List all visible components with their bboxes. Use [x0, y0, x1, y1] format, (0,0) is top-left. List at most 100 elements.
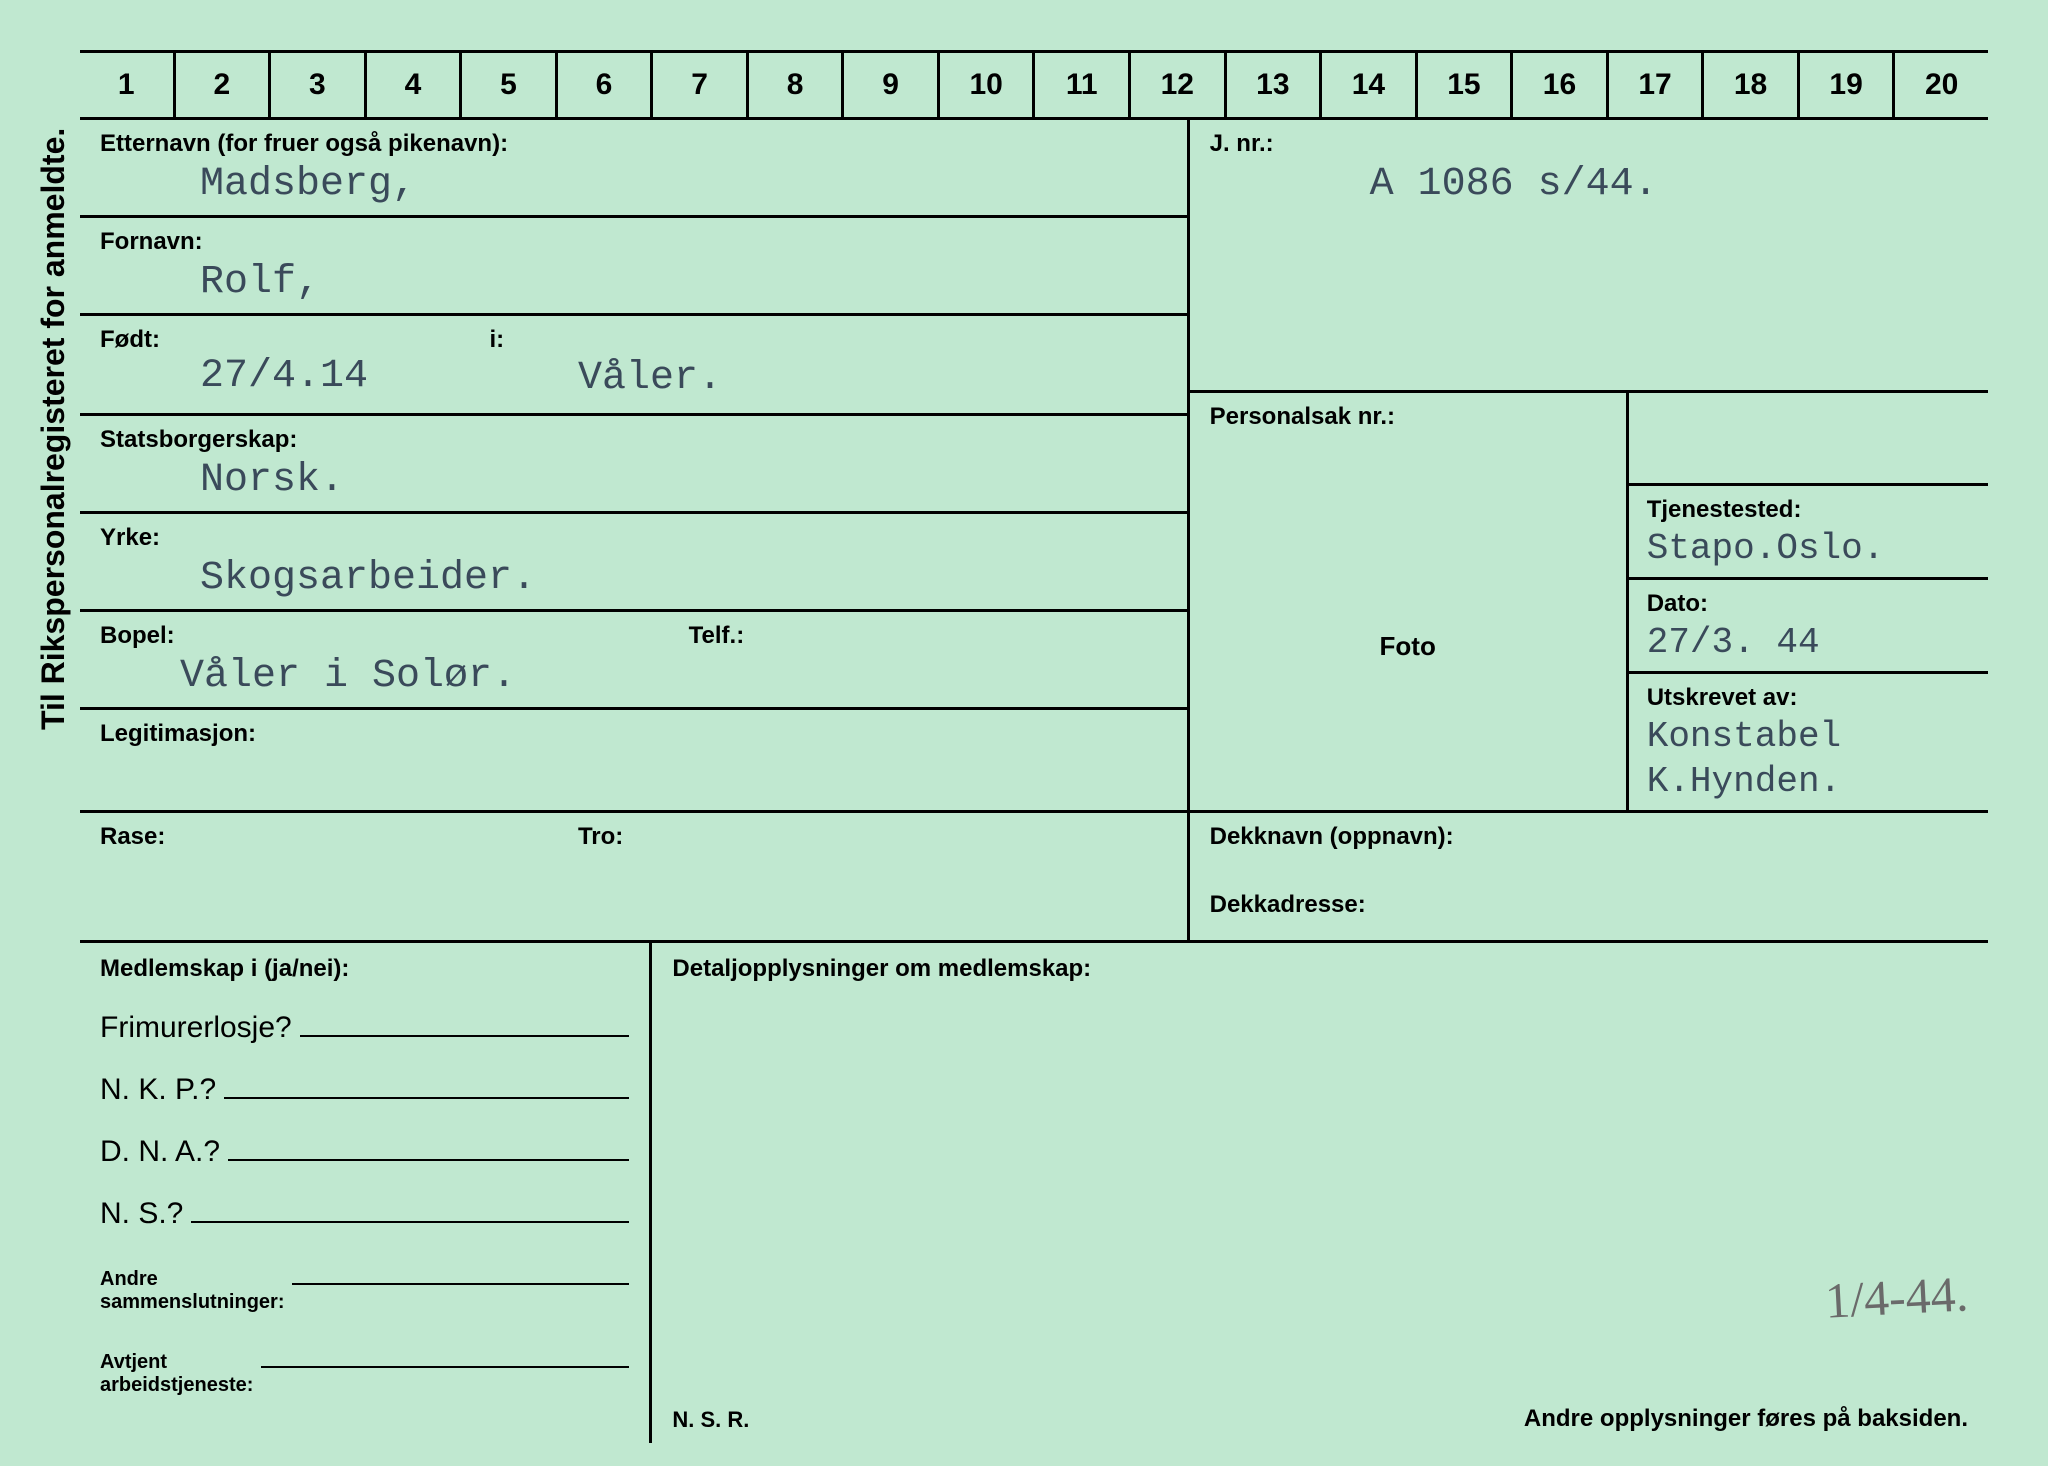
membership-details: Detaljopplysninger om medlemskap: N. S. …: [652, 943, 1988, 1443]
ruler-cell: 9: [844, 53, 940, 117]
firstname-field: Fornavn: Rolf,: [80, 218, 1187, 316]
ruler-cell: 14: [1322, 53, 1418, 117]
ruler-cell: 18: [1704, 53, 1800, 117]
photo-label: Foto: [1380, 631, 1436, 662]
id-label: Legitimasjon:: [100, 720, 1167, 748]
handwritten-date: 1/4-44.: [1824, 1264, 1970, 1329]
religion-label: Tro:: [578, 823, 623, 851]
issued-by-value2: K.Hynden.: [1647, 761, 1970, 802]
ruler-cell: 10: [940, 53, 1036, 117]
surname-value: Madsberg,: [100, 162, 1167, 207]
nkp-label: N. K. P.?: [100, 1073, 216, 1107]
ruler-cell: 8: [749, 53, 845, 117]
ns-line: N. S.?: [100, 1197, 629, 1231]
dna-label: D. N. A.?: [100, 1135, 220, 1169]
ruler-cell: 2: [176, 53, 272, 117]
journal-value: A 1086 s/44.: [1210, 162, 1968, 207]
ruler-cell: 20: [1895, 53, 1988, 117]
left-column: Etternavn (for fruer også pikenavn): Mad…: [80, 120, 1187, 810]
main-grid: Etternavn (for fruer også pikenavn): Mad…: [80, 120, 1988, 813]
station-field: Tjenestested: Stapo.Oslo.: [1629, 483, 1988, 580]
ns-label: N. S.?: [100, 1197, 183, 1231]
other-assoc-line: Andre sammenslutninger:: [100, 1259, 629, 1314]
date-field: Dato: 27/3. 44: [1629, 580, 1988, 674]
right-column: J. nr.: A 1086 s/44. Personalsak nr.: Fo…: [1187, 120, 1988, 810]
membership-questions: Medlemskap i (ja/nei): Frimurerlosje? N.…: [80, 943, 652, 1443]
surname-field: Etternavn (for fruer også pikenavn): Mad…: [80, 120, 1187, 218]
ruler-cell: 11: [1035, 53, 1131, 117]
other-assoc-label: Andre sammenslutninger:: [100, 1268, 284, 1314]
ruler-scale: 1 2 3 4 5 6 7 8 9 10 11 12 13 14 15 16 1…: [80, 50, 1988, 120]
ruler-cell: 17: [1609, 53, 1705, 117]
personnel-case-field: Personalsak nr.:: [1190, 393, 1626, 483]
photo-column: Personalsak nr.: Foto: [1190, 393, 1629, 810]
born-label: Født:: [100, 326, 1167, 354]
surname-label: Etternavn (for fruer også pikenavn):: [100, 130, 1167, 158]
station-label: Tjenestested:: [1647, 496, 1970, 524]
personnel-case-label: Personalsak nr.:: [1210, 403, 1606, 431]
underline: [292, 1259, 629, 1285]
citizenship-label: Statsborgerskap:: [100, 426, 1167, 454]
issued-by-value1: Konstabel: [1647, 716, 1970, 757]
underline: [191, 1197, 629, 1223]
ruler-cell: 6: [558, 53, 654, 117]
occupation-field: Yrke: Skogsarbeider.: [80, 514, 1187, 612]
underline: [300, 1011, 630, 1037]
freemason-label: Frimurerlosje?: [100, 1011, 292, 1045]
blank-top: [1647, 403, 1970, 431]
underline: [224, 1073, 629, 1099]
photo-placeholder: Foto: [1190, 483, 1626, 810]
occupation-label: Yrke:: [100, 524, 1167, 552]
race-label: Rase:: [100, 823, 1167, 851]
residence-value: Våler i Solør.: [100, 654, 1167, 699]
issued-by-label: Utskrevet av:: [1647, 684, 1970, 712]
born-in-label: i:: [489, 326, 504, 354]
born-place-value: Våler.: [578, 356, 722, 401]
alias-field: Dekknavn (oppnavn): Dekkadresse:: [1187, 813, 1988, 940]
residence-label: Bopel:: [100, 622, 1167, 650]
ruler-cell: 16: [1513, 53, 1609, 117]
alias-label: Dekknavn (oppnavn):: [1210, 823, 1968, 851]
vertical-title: Til Rikspersonalregisteret for anmeldte.: [35, 128, 72, 730]
right-mid-section: Personalsak nr.: Foto Tjenestested: Stap…: [1190, 393, 1988, 810]
station-field: [1629, 393, 1988, 483]
ruler-cell: 12: [1131, 53, 1227, 117]
date-value: 27/3. 44: [1647, 622, 1970, 663]
freemason-line: Frimurerlosje?: [100, 1011, 629, 1045]
nsr-mark: N. S. R.: [672, 1407, 749, 1433]
ruler-cell: 19: [1800, 53, 1896, 117]
meta-column: Tjenestested: Stapo.Oslo. Dato: 27/3. 44…: [1629, 393, 1988, 810]
labor-service-label: Avtjent arbeidstjeneste:: [100, 1351, 253, 1397]
ruler-cell: 13: [1227, 53, 1323, 117]
journal-number-field: J. nr.: A 1086 s/44.: [1190, 120, 1988, 393]
phone-label: Telf.:: [689, 622, 745, 650]
ruler-cell: 3: [271, 53, 367, 117]
nkp-line: N. K. P.?: [100, 1073, 629, 1107]
ruler-cell: 1: [80, 53, 176, 117]
citizenship-value: Norsk.: [100, 458, 1167, 503]
journal-label: J. nr.:: [1210, 130, 1968, 158]
date-label: Dato:: [1647, 590, 1970, 618]
footer-note: Andre opplysninger føres på baksiden.: [1524, 1405, 1968, 1433]
membership-section: Medlemskap i (ja/nei): Frimurerlosje? N.…: [80, 943, 1988, 1443]
labor-service-line: Avtjent arbeidstjeneste:: [100, 1342, 629, 1397]
firstname-label: Fornavn:: [100, 228, 1167, 256]
ruler-cell: 5: [462, 53, 558, 117]
cover-address-label: Dekkadresse:: [1210, 891, 1968, 919]
born-date-value: 27/4.14: [100, 354, 368, 399]
issued-by-field: Utskrevet av: Konstabel K.Hynden.: [1629, 674, 1988, 810]
citizenship-field: Statsborgerskap: Norsk.: [80, 416, 1187, 514]
ruler-cell: 7: [653, 53, 749, 117]
station-value: Stapo.Oslo.: [1647, 528, 1970, 569]
dna-line: D. N. A.?: [100, 1135, 629, 1169]
registration-card: 1 2 3 4 5 6 7 8 9 10 11 12 13 14 15 16 1…: [80, 50, 1988, 1426]
underline: [228, 1135, 629, 1161]
race-field: Rase: Tro:: [80, 813, 1187, 940]
occupation-value: Skogsarbeider.: [100, 556, 1167, 601]
underline: [261, 1342, 629, 1368]
race-religion-row: Rase: Tro: Dekknavn (oppnavn): Dekkadres…: [80, 813, 1988, 943]
residence-field: Bopel: Telf.: Våler i Solør.: [80, 612, 1187, 710]
details-heading: Detaljopplysninger om medlemskap:: [672, 955, 1968, 983]
ruler-cell: 4: [367, 53, 463, 117]
born-field: Født: i: 27/4.14 Våler.: [80, 316, 1187, 416]
